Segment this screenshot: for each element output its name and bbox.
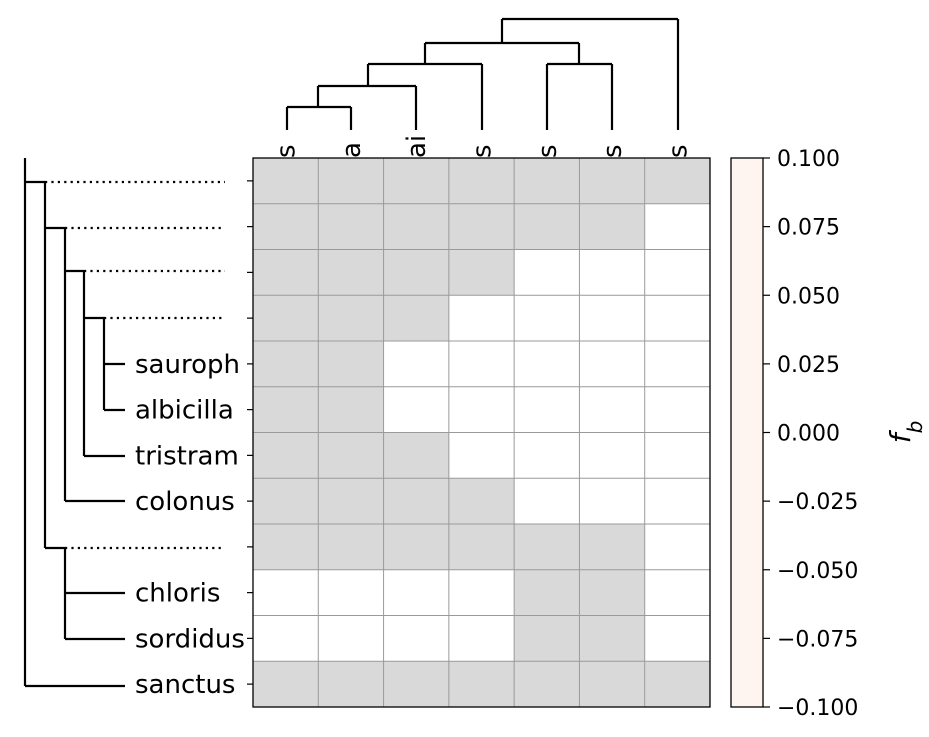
col-label: s bbox=[533, 144, 563, 158]
heatmap-cell bbox=[514, 615, 580, 662]
heatmap-cell bbox=[383, 661, 449, 707]
heatmap-cell bbox=[579, 569, 645, 616]
heatmap-cell bbox=[514, 524, 580, 570]
heatmap-cell bbox=[253, 661, 319, 707]
colorbar-label-subscript: b bbox=[903, 421, 927, 434]
heatmap-cell bbox=[318, 295, 384, 341]
heatmap-cell bbox=[579, 524, 645, 570]
heatmap-cell bbox=[318, 158, 384, 204]
col-label: s bbox=[272, 144, 302, 158]
heatmap-cell bbox=[383, 203, 449, 250]
col-label: ai bbox=[402, 135, 432, 158]
heatmap-cell bbox=[253, 432, 319, 479]
heatmap-cell bbox=[448, 203, 515, 250]
heatmap-cell bbox=[318, 661, 384, 707]
colorbar-tick-label: −0.050 bbox=[777, 559, 858, 584]
row-label: albicilla bbox=[135, 396, 234, 426]
heatmap-cell bbox=[318, 386, 384, 433]
heatmap-grid bbox=[253, 158, 710, 707]
colorbar bbox=[730, 157, 764, 708]
heatmap-cell bbox=[579, 661, 645, 707]
heatmap-cell bbox=[318, 341, 384, 387]
colorbar-ticks: 0.100 0.075 0.050 0.025 0.000 −0.025 −0.050 −0.… bbox=[763, 147, 858, 721]
colorbar-tick-label: 0.100 bbox=[777, 147, 840, 172]
row-label: colonus bbox=[135, 487, 235, 517]
heatmap-frame bbox=[252, 157, 711, 708]
heatmap-cell bbox=[253, 249, 319, 296]
colorbar-tick-label: 0.000 bbox=[777, 422, 840, 447]
heatmap-cell bbox=[514, 203, 580, 250]
heatmap-cell bbox=[253, 386, 319, 433]
col-dendrogram bbox=[285, 17, 680, 130]
heatmap-cell bbox=[318, 432, 384, 479]
row-dendrogram bbox=[23, 158, 125, 688]
heatmap-cell bbox=[448, 661, 515, 707]
row-label: sanctus bbox=[135, 670, 235, 700]
col-label: s bbox=[468, 144, 498, 158]
heatmap-cell bbox=[253, 295, 319, 341]
heatmap-cell bbox=[253, 524, 319, 570]
col-label: s bbox=[598, 144, 628, 158]
row-label: tristram bbox=[135, 441, 239, 471]
col-label: s bbox=[663, 144, 693, 158]
heatmap-cell bbox=[253, 341, 319, 387]
heatmap-cell bbox=[383, 478, 449, 524]
heatmap-cell bbox=[383, 158, 449, 204]
row-label: chloris bbox=[135, 579, 220, 609]
colorbar-tick-label: 0.050 bbox=[777, 284, 840, 309]
heatmap-cell bbox=[644, 661, 710, 707]
heatmap-cell bbox=[318, 203, 384, 250]
colorbar-tick-label: 0.075 bbox=[777, 216, 840, 241]
heatmap-cell bbox=[253, 478, 319, 524]
heatmap-cell bbox=[253, 203, 319, 250]
colorbar-tick-label: −0.075 bbox=[777, 627, 858, 652]
heatmap-cell bbox=[383, 295, 449, 341]
heatmap-cell bbox=[644, 158, 710, 204]
heatmap-cell bbox=[579, 158, 645, 204]
heatmap-cell bbox=[579, 203, 645, 250]
heatmap bbox=[253, 158, 710, 707]
col-labels: s a ai s s s s bbox=[272, 135, 694, 158]
colorbar-tick-label: −0.025 bbox=[777, 490, 858, 515]
colorbar-label: fb bbox=[884, 421, 927, 444]
heatmap-cell bbox=[579, 615, 645, 662]
heatmap-cell bbox=[514, 661, 580, 707]
heatmap-cell bbox=[383, 432, 449, 479]
heatmap-cell bbox=[318, 249, 384, 296]
heatmap-cell bbox=[514, 158, 580, 204]
heatmap-cell bbox=[448, 249, 515, 296]
heatmap-cell bbox=[253, 158, 319, 204]
colorbar-tick-label: 0.025 bbox=[777, 353, 840, 378]
heatmap-cell bbox=[448, 524, 515, 570]
heatmap-cell bbox=[448, 158, 515, 204]
heatmap-cell bbox=[514, 569, 580, 616]
row-labels: sauroph albicilla tristram colonus chloris so… bbox=[135, 350, 245, 700]
heatmap-cell bbox=[448, 478, 515, 524]
row-ticks bbox=[247, 180, 253, 685]
row-label: sordidus bbox=[135, 624, 245, 654]
row-dendrogram-dotted bbox=[45, 180, 225, 550]
heatmap-cell bbox=[383, 249, 449, 296]
heatmap-cell bbox=[383, 524, 449, 570]
heatmap-cell bbox=[318, 524, 384, 570]
col-label: a bbox=[337, 142, 367, 158]
row-label: sauroph bbox=[135, 350, 240, 380]
heatmap-cell bbox=[318, 478, 384, 524]
colorbar-tick-label: −0.100 bbox=[777, 696, 858, 721]
